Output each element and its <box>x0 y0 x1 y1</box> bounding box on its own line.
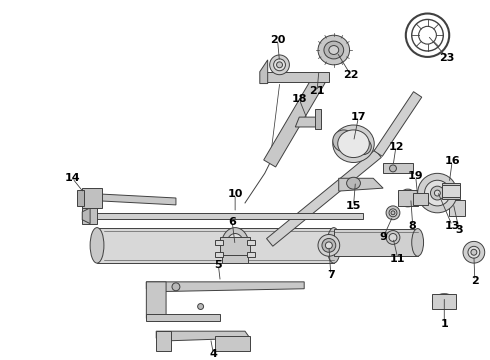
Ellipse shape <box>355 139 371 154</box>
Text: 19: 19 <box>408 171 423 181</box>
Ellipse shape <box>270 55 290 75</box>
Ellipse shape <box>327 228 341 263</box>
Polygon shape <box>267 150 381 246</box>
Polygon shape <box>339 178 383 191</box>
Ellipse shape <box>197 303 203 310</box>
Bar <box>442 185 460 197</box>
Ellipse shape <box>453 203 462 212</box>
Ellipse shape <box>417 173 457 213</box>
Ellipse shape <box>403 193 413 203</box>
Ellipse shape <box>391 211 395 215</box>
Text: 17: 17 <box>351 112 366 122</box>
Ellipse shape <box>463 242 485 263</box>
Bar <box>247 252 255 257</box>
Ellipse shape <box>329 46 339 54</box>
Ellipse shape <box>322 238 336 252</box>
Ellipse shape <box>221 228 249 263</box>
Text: 14: 14 <box>65 173 80 183</box>
Ellipse shape <box>333 130 354 152</box>
Bar <box>398 190 417 206</box>
Polygon shape <box>383 163 413 173</box>
Polygon shape <box>264 76 325 167</box>
Text: 1: 1 <box>441 319 448 329</box>
Ellipse shape <box>318 35 349 65</box>
Polygon shape <box>82 188 102 208</box>
Text: 9: 9 <box>379 233 387 243</box>
Text: 2: 2 <box>471 276 479 286</box>
Bar <box>216 252 223 257</box>
Ellipse shape <box>338 130 369 158</box>
Polygon shape <box>147 282 166 321</box>
Polygon shape <box>374 92 422 156</box>
Ellipse shape <box>424 180 450 206</box>
Bar <box>222 255 248 263</box>
Text: 8: 8 <box>409 221 416 231</box>
Polygon shape <box>77 190 84 206</box>
Ellipse shape <box>431 186 444 200</box>
Bar <box>442 183 460 199</box>
Ellipse shape <box>318 234 340 256</box>
Ellipse shape <box>325 242 332 249</box>
Ellipse shape <box>324 41 343 59</box>
Ellipse shape <box>435 190 441 196</box>
Ellipse shape <box>90 228 104 263</box>
Text: 5: 5 <box>215 260 222 270</box>
Ellipse shape <box>273 59 286 71</box>
Polygon shape <box>295 117 321 127</box>
Ellipse shape <box>468 246 480 258</box>
Ellipse shape <box>333 125 374 162</box>
Ellipse shape <box>449 200 465 216</box>
Text: 10: 10 <box>227 189 243 199</box>
Ellipse shape <box>172 283 180 291</box>
Polygon shape <box>82 213 364 219</box>
Polygon shape <box>82 193 176 205</box>
Polygon shape <box>260 60 268 84</box>
Ellipse shape <box>399 189 416 207</box>
Polygon shape <box>220 238 250 257</box>
Polygon shape <box>97 228 334 263</box>
Ellipse shape <box>389 209 397 217</box>
Ellipse shape <box>386 230 400 244</box>
Polygon shape <box>334 229 417 256</box>
Text: 4: 4 <box>210 349 218 359</box>
Text: 23: 23 <box>440 53 455 63</box>
Text: 15: 15 <box>346 201 361 211</box>
Ellipse shape <box>433 294 456 310</box>
Polygon shape <box>260 72 329 82</box>
Polygon shape <box>156 331 250 341</box>
Bar <box>247 240 255 246</box>
Text: 22: 22 <box>343 70 358 80</box>
Polygon shape <box>315 109 321 129</box>
Ellipse shape <box>471 249 477 255</box>
Polygon shape <box>82 208 97 224</box>
Polygon shape <box>147 282 304 292</box>
Ellipse shape <box>412 229 423 256</box>
Bar <box>216 240 223 246</box>
Polygon shape <box>82 208 90 224</box>
Ellipse shape <box>390 165 396 172</box>
Polygon shape <box>413 193 427 205</box>
Polygon shape <box>216 336 250 351</box>
Ellipse shape <box>389 234 397 242</box>
Text: 7: 7 <box>327 270 335 280</box>
Ellipse shape <box>226 234 244 257</box>
Polygon shape <box>156 331 171 351</box>
Bar <box>433 294 456 310</box>
Ellipse shape <box>438 297 451 306</box>
Text: 6: 6 <box>228 217 236 227</box>
Text: 20: 20 <box>270 35 285 45</box>
Text: 11: 11 <box>390 254 406 264</box>
Text: 13: 13 <box>444 221 460 231</box>
Ellipse shape <box>276 62 283 68</box>
Text: 12: 12 <box>388 142 404 152</box>
Ellipse shape <box>346 177 361 189</box>
Bar <box>449 200 465 216</box>
Polygon shape <box>147 314 220 321</box>
Text: 21: 21 <box>309 86 325 96</box>
Text: 3: 3 <box>455 225 463 235</box>
Text: 16: 16 <box>444 157 460 166</box>
Ellipse shape <box>386 206 400 220</box>
Text: 18: 18 <box>292 94 307 104</box>
